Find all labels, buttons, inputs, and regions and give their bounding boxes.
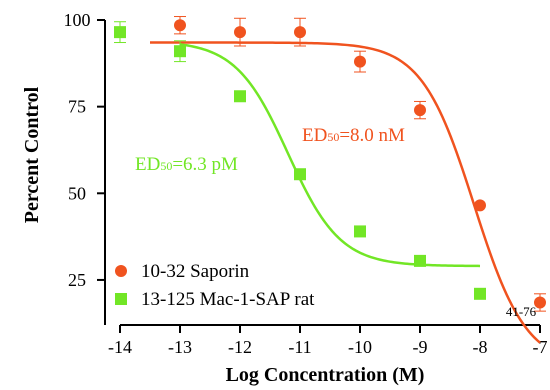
legend-label-mac1-sap: 13-125 Mac-1-SAP rat [141, 289, 315, 310]
data-point-saporin [474, 199, 486, 212]
data-point-mac1-sap [174, 45, 186, 58]
data-point-saporin [234, 26, 246, 39]
legend-marker-saporin [115, 265, 127, 277]
data-point-mac1-sap [474, 287, 486, 300]
x-tick-label: -14 [108, 337, 132, 357]
ed50-annotation-saporin: ED50=8.0 nM [302, 125, 405, 146]
legend: 10-32 Saporin 13-125 Mac-1-SAP rat [115, 261, 315, 310]
data-point-saporin [414, 104, 426, 117]
data-point-mac1-sap [354, 225, 366, 238]
data-point-mac1-sap [114, 26, 126, 39]
data-point-saporin [534, 296, 546, 309]
x-axis: -14 -13 -12 -11 -10 -9 -8 -7 [108, 324, 548, 357]
y-tick-label: 50 [68, 183, 86, 203]
x-tick-label: -8 [473, 337, 488, 357]
x-tick-label: -10 [348, 337, 372, 357]
data-point-mac1-sap [414, 254, 426, 267]
legend-marker-mac1-sap [115, 293, 127, 305]
data-point-saporin [174, 19, 186, 32]
x-tick-label: -12 [228, 337, 252, 357]
x-tick-label: -7 [533, 337, 548, 357]
x-tick-label: -9 [413, 337, 428, 357]
y-tick-label: 25 [68, 270, 86, 290]
x-tick-label: -13 [168, 337, 192, 357]
data-point-saporin [294, 26, 306, 39]
y-tick-label: 100 [64, 10, 91, 30]
x-tick-label: -11 [288, 337, 311, 357]
y-tick-label: 75 [68, 97, 86, 117]
data-point-mac1-sap [294, 168, 306, 181]
figure-code: 41-76 [506, 304, 537, 319]
y-axis: 25 50 75 100 [64, 10, 106, 325]
y-axis-label: Percent Control [21, 86, 43, 223]
x-axis-label: Log Concentration (M) [226, 364, 425, 386]
data-point-saporin [354, 55, 366, 68]
data-points [114, 19, 546, 309]
data-point-mac1-sap [234, 90, 246, 103]
legend-label-saporin: 10-32 Saporin [141, 261, 250, 282]
fit-curve-1 [179, 43, 481, 268]
ed50-annotation-mac1-sap: ED50=6.3 pM [135, 154, 238, 175]
